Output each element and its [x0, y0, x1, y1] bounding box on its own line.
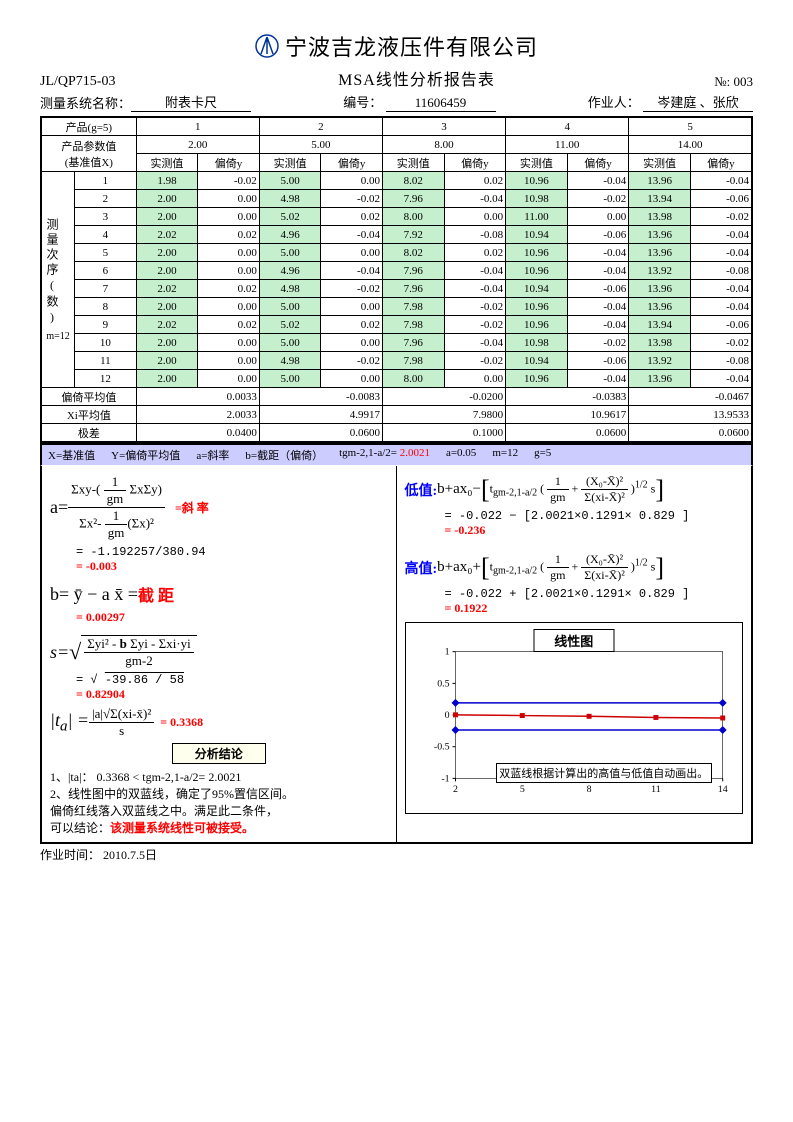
svg-text:5: 5 — [519, 784, 524, 795]
code-value: 11606459 — [386, 95, 496, 112]
svg-text:1: 1 — [444, 647, 449, 658]
oper-value: 岑建庭 、张欣 — [643, 92, 753, 112]
company-name: 宁波吉龙液压件有限公司 — [285, 30, 538, 62]
oper-label: 作业人： — [588, 95, 640, 110]
prod-label: 产品(g=5) — [41, 117, 136, 136]
conclusion-header: 分析结论 — [172, 743, 266, 764]
svg-text:8: 8 — [586, 784, 591, 795]
svg-text:0.5: 0.5 — [437, 678, 449, 689]
linearity-chart: 线性图 -1-0.500.512581114 双蓝线根据计算出的高值与低值自动画… — [405, 622, 744, 814]
sys-label: 测量系统名称： — [40, 93, 131, 112]
svg-text:-0.5: -0.5 — [433, 742, 449, 753]
no-label: №: — [714, 74, 730, 89]
no-value: 003 — [734, 74, 754, 89]
worktime-label: 作业时间： — [40, 848, 100, 862]
company-logo-icon — [255, 34, 279, 58]
svg-text:11: 11 — [651, 784, 661, 795]
sys-value: 附表卡尺 — [131, 92, 251, 112]
data-table: 产品(g=5) 1 2 3 4 5 产品参数值 (基准值X) 2.00 5.00… — [40, 116, 753, 443]
svg-text:0: 0 — [444, 710, 449, 721]
document-number: JL/QP715-03 — [40, 74, 200, 90]
svg-text:-1: -1 — [441, 773, 449, 784]
worktime-value: 2010.7.5日 — [103, 848, 157, 862]
formula-section: a= Σxy-( 1gm ΣxΣy) Σx²- 1gm(Σx)² =斜 率 = … — [40, 465, 753, 844]
params-bar: X=基准值 Y=偏倚平均值 a=斜率 b=截距（偏倚） tgm-2,1-a/2=… — [40, 443, 753, 465]
svg-text:14: 14 — [717, 784, 727, 795]
sheet-title: MSA线性分析报告表 — [200, 66, 633, 90]
svg-text:2: 2 — [453, 784, 458, 795]
code-label: 编号： — [343, 95, 382, 110]
